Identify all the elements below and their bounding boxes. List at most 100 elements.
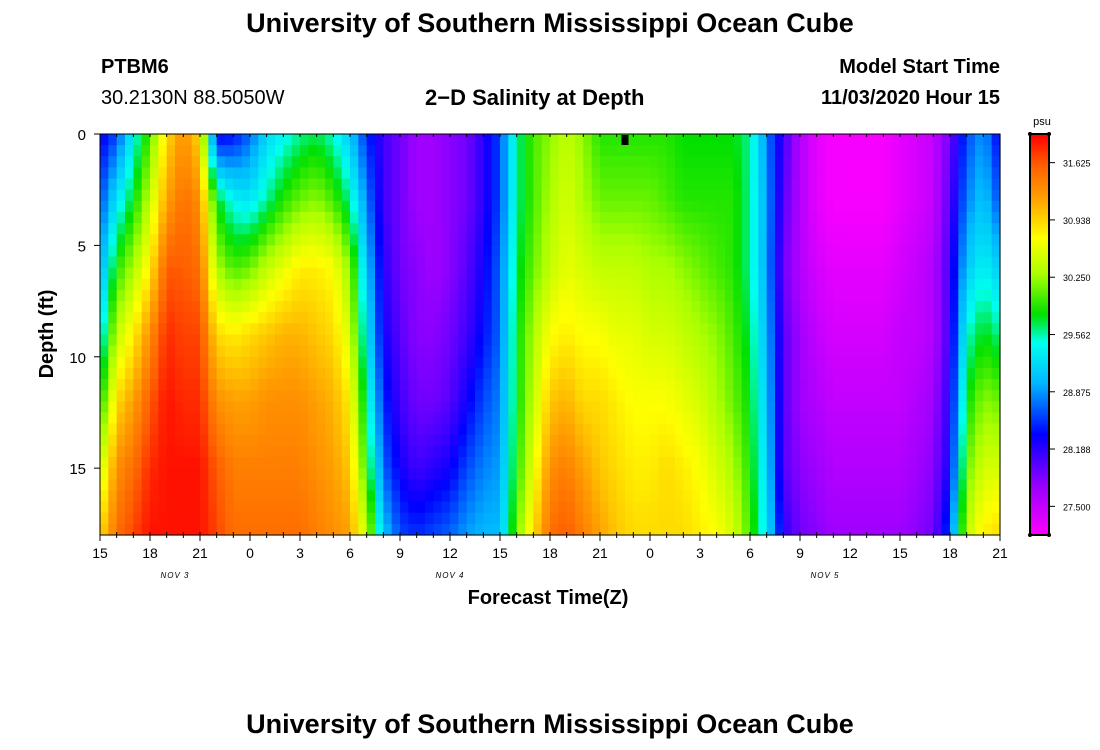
heatmap-cell: [433, 423, 443, 436]
heatmap-cell: [558, 479, 568, 492]
heatmap-cell: [916, 156, 926, 169]
heatmap-cell: [133, 479, 143, 492]
heatmap-cell: [675, 345, 684, 358]
heatmap-cell: [891, 223, 901, 235]
heatmap-cell: [416, 479, 426, 492]
heatmap-cell: [750, 523, 759, 536]
heatmap-cell: [750, 167, 759, 180]
heatmap-cell: [516, 167, 526, 180]
heatmap-cell: [200, 390, 209, 402]
heatmap-cell: [416, 512, 426, 525]
heatmap-cell: [100, 211, 109, 224]
heatmap-cell: [458, 501, 468, 514]
heatmap-cell: [575, 312, 584, 324]
heatmap-cell: [608, 234, 618, 246]
heatmap-cell: [783, 501, 793, 514]
heatmap-cell: [108, 211, 118, 224]
heatmap-cell: [800, 468, 809, 480]
heatmap-cell: [458, 223, 468, 235]
heatmap-cell: [441, 200, 451, 213]
heatmap-cell: [425, 134, 434, 146]
heatmap-cell: [950, 367, 959, 380]
heatmap-cell: [991, 490, 1001, 503]
heatmap-cell: [500, 200, 509, 213]
heatmap-cell: [116, 457, 126, 469]
heatmap-cell: [900, 390, 909, 402]
heatmap-cell: [283, 445, 293, 458]
heatmap-cell: [150, 445, 159, 458]
heatmap-cell: [608, 200, 618, 213]
heatmap-cell: [400, 501, 409, 514]
heatmap-cell: [908, 312, 918, 324]
heatmap-cell: [725, 167, 734, 180]
heatmap-cell: [866, 245, 876, 258]
heatmap-cell: [600, 312, 609, 324]
heatmap-cell: [208, 145, 218, 157]
heatmap-cell: [958, 312, 968, 324]
heatmap-cell: [125, 278, 134, 291]
heatmap-cell: [500, 267, 509, 280]
heatmap-cell: [675, 379, 684, 391]
heatmap-cell: [225, 468, 234, 480]
heatmap-cell: [375, 234, 384, 246]
heatmap-cell: [741, 145, 751, 157]
heatmap-cell: [541, 434, 551, 447]
heatmap-cell: [308, 367, 318, 380]
heatmap-cell: [116, 445, 126, 458]
heatmap-cell: [216, 390, 226, 402]
heatmap-cell: [425, 401, 434, 414]
heatmap-cell: [950, 189, 959, 202]
heatmap-cell: [891, 356, 901, 369]
heatmap-cell: [566, 356, 576, 369]
heatmap-cell: [775, 289, 784, 302]
heatmap-cell: [466, 356, 476, 369]
heatmap-cell: [925, 200, 934, 213]
heatmap-cell: [558, 501, 568, 514]
heatmap-cell: [683, 256, 693, 269]
heatmap-cell: [833, 312, 843, 324]
heatmap-cell: [233, 345, 243, 358]
heatmap-cell: [658, 356, 668, 369]
heatmap-cell: [725, 512, 734, 525]
heatmap-cell: [208, 490, 218, 503]
heatmap-cell: [825, 134, 834, 146]
heatmap-cell: [525, 289, 534, 302]
heatmap-cell: [225, 223, 234, 235]
heatmap-cell: [283, 178, 293, 191]
heatmap-cell: [691, 178, 701, 191]
heatmap-cell: [108, 223, 118, 235]
heatmap-cell: [525, 211, 534, 224]
heatmap-cell: [341, 468, 351, 480]
heatmap-cell: [783, 323, 793, 336]
heatmap-cell: [383, 289, 393, 302]
heatmap-cell: [733, 134, 743, 146]
heatmap-cell: [641, 434, 651, 447]
heatmap-cell: [350, 278, 359, 291]
heatmap-cell: [141, 390, 151, 402]
heatmap-cell: [591, 445, 601, 458]
heatmap-cell: [525, 501, 534, 514]
heatmap-cell: [416, 312, 426, 324]
heatmap-cell: [316, 445, 326, 458]
heatmap-cell: [758, 356, 768, 369]
heatmap-cell: [250, 523, 259, 536]
heatmap-cell: [708, 245, 718, 258]
heatmap-cell: [500, 178, 509, 191]
heatmap-cell: [600, 267, 609, 280]
heatmap-cell: [608, 445, 618, 458]
heatmap-cell: [458, 379, 468, 391]
heatmap-cell: [925, 434, 934, 447]
heatmap-cell: [575, 134, 584, 146]
heatmap-cell: [133, 134, 143, 146]
heatmap-cell: [558, 301, 568, 313]
heatmap-cell: [391, 134, 401, 146]
heatmap-cell: [733, 390, 743, 402]
heatmap-cell: [958, 301, 968, 313]
heatmap-cell: [525, 156, 534, 169]
heatmap-cell: [800, 512, 809, 525]
heatmap-cell: [741, 267, 751, 280]
heatmap-cell: [800, 490, 809, 503]
heatmap-cell: [700, 479, 709, 492]
heatmap-cell: [591, 200, 601, 213]
heatmap-cell: [408, 490, 418, 503]
